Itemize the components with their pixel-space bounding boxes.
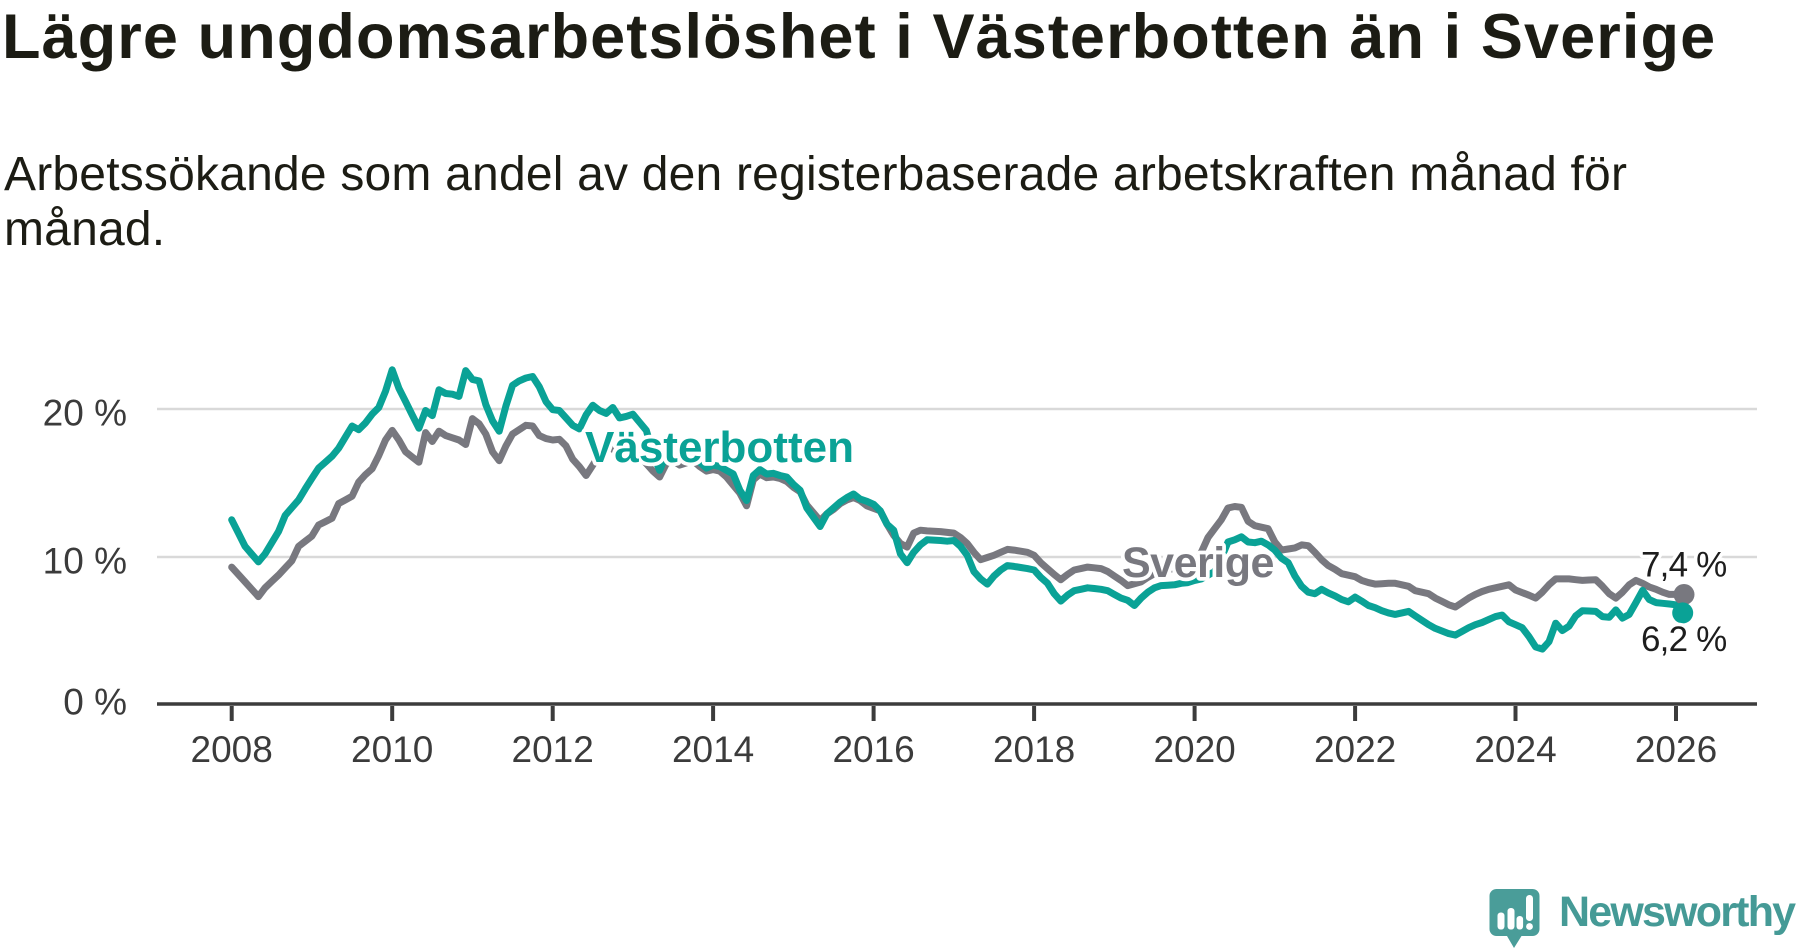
svg-text:20 %: 20 % [43,393,127,434]
svg-text:0 %: 0 % [63,682,127,723]
svg-text:2014: 2014 [672,729,754,770]
svg-text:2020: 2020 [1153,729,1235,770]
svg-text:2012: 2012 [512,729,594,770]
svg-text:2016: 2016 [832,729,914,770]
svg-text:10 %: 10 % [43,541,127,582]
svg-text:Newsworthy: Newsworthy [1559,888,1796,936]
svg-text:6,2 %: 6,2 % [1641,620,1727,659]
svg-text:Sverige: Sverige [1122,539,1274,587]
svg-text:2010: 2010 [351,729,433,770]
svg-text:2022: 2022 [1314,729,1396,770]
svg-text:7,4 %: 7,4 % [1641,546,1727,585]
svg-text:Västerbotten: Västerbotten [585,423,854,472]
svg-text:2018: 2018 [993,729,1075,770]
svg-text:2024: 2024 [1474,729,1556,770]
svg-text:2008: 2008 [191,729,273,770]
svg-text:2026: 2026 [1635,729,1717,770]
